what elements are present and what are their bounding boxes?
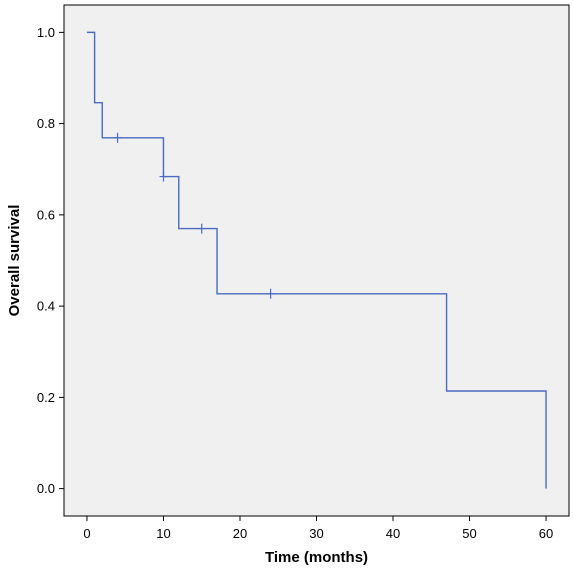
y-tick-label: 0.2	[37, 390, 55, 405]
x-tick-label: 50	[462, 526, 476, 541]
plot-area	[63, 4, 570, 517]
x-axis-title: Time (months)	[265, 549, 368, 566]
censor-mark	[197, 223, 206, 234]
y-tick-label: 0.4	[37, 299, 55, 314]
y-axis-title: Overall survival	[6, 205, 23, 317]
censor-mark	[113, 132, 122, 143]
x-tick-label: 20	[233, 526, 247, 541]
x-tick-label: 30	[309, 526, 323, 541]
x-tick-label: 40	[386, 526, 400, 541]
x-axis: 0 10 20 30 40 50 60	[83, 516, 553, 541]
censor-mark	[159, 171, 168, 182]
y-tick-label: 0.8	[37, 116, 55, 131]
y-tick-label: 0.0	[37, 481, 55, 496]
y-tick-label: 1.0	[37, 25, 55, 40]
censor-marks	[113, 132, 275, 299]
censor-mark	[266, 288, 275, 299]
x-tick-label: 10	[156, 526, 170, 541]
x-tick-label: 60	[539, 526, 553, 541]
x-tick-label: 0	[83, 526, 90, 541]
survival-curve	[86, 31, 547, 489]
y-tick-label: 0.6	[37, 207, 55, 222]
y-axis: 0.0 0.2 0.4 0.6 0.8 1.0	[37, 25, 64, 496]
